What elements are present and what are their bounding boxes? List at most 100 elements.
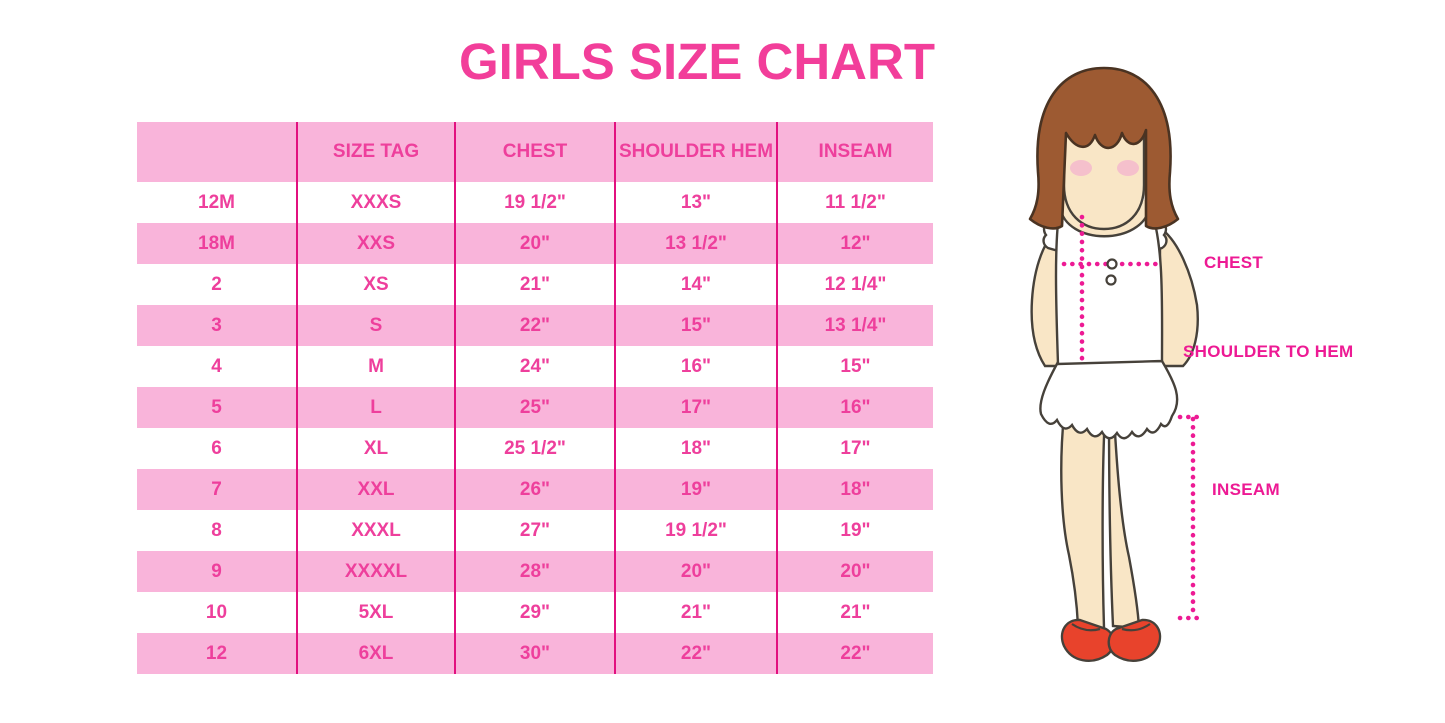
table-row: 7 XXL 26" 19" 18" <box>137 469 933 510</box>
table-cell: 7 <box>137 469 298 510</box>
table-cell: 29" <box>455 592 616 633</box>
table-cell: XXXXL <box>297 551 456 592</box>
table-cell: 19 1/2" <box>615 510 778 551</box>
table-cell: 16" <box>777 387 933 428</box>
table-row: 18M XXS 20" 13 1/2" 12" <box>137 223 933 264</box>
table-cell: XXS <box>297 223 456 264</box>
column-header: SHOULDER HEM <box>615 122 778 182</box>
table-row: 6 XL 25 1/2" 18" 17" <box>137 428 933 469</box>
girl-hair <box>1028 66 1180 230</box>
column-header <box>137 122 298 182</box>
table-row: 5 L 25" 17" 16" <box>137 387 933 428</box>
table-cell: 22" <box>455 305 616 346</box>
table-cell: 19 1/2" <box>455 182 616 223</box>
shoulder-to-hem-label: SHOULDER TO HEM <box>1183 342 1354 361</box>
table-cell: 6XL <box>297 633 456 674</box>
measurement-lines <box>1061 214 1207 621</box>
table-cell: 5XL <box>297 592 456 633</box>
table-cell: 20" <box>455 223 616 264</box>
table-cell: 17" <box>777 428 933 469</box>
table-cell: 6 <box>137 428 298 469</box>
table-cell: 11 1/2" <box>777 182 933 223</box>
girl-shoulder-ruffles <box>1042 204 1168 254</box>
table-cell: 18" <box>777 469 933 510</box>
table-cell: 20" <box>615 551 778 592</box>
chest-label: CHEST <box>1204 253 1264 272</box>
table-cell: XXL <box>297 469 456 510</box>
table-cell: 19" <box>615 469 778 510</box>
table-cell: 21" <box>455 264 616 305</box>
table-cell: 18M <box>137 223 298 264</box>
girl-illustration <box>1028 66 1207 662</box>
table-cell: 27" <box>455 510 616 551</box>
table-cell: S <box>297 305 456 346</box>
table-cell: M <box>297 346 456 387</box>
table-cell: 24" <box>455 346 616 387</box>
table-row: 2 XS 21" 14" 12 1/4" <box>137 264 933 305</box>
table-cell: 22" <box>615 633 778 674</box>
table-cell: 13 1/2" <box>615 223 778 264</box>
table-row: 10 5XL 29" 21" 21" <box>137 592 933 633</box>
table-row: 12M XXXS 19 1/2" 13" 11 1/2" <box>137 182 933 223</box>
table-cell: 15" <box>777 346 933 387</box>
girl-arms <box>1030 225 1199 368</box>
table-cell: 8 <box>137 510 298 551</box>
table-cell: 18" <box>615 428 778 469</box>
table-cell: 25" <box>455 387 616 428</box>
column-header: SIZE TAG <box>297 122 456 182</box>
table-cell: 2 <box>137 264 298 305</box>
header-row: SIZE TAG CHEST SHOULDER HEM INSEAM <box>137 122 933 182</box>
girl-skirt <box>1039 359 1179 440</box>
table-cell: 19" <box>777 510 933 551</box>
girl-shoes <box>1060 618 1162 662</box>
size-chart-table: SIZE TAG CHEST SHOULDER HEM INSEAM 12M XXXS 1… <box>137 122 933 674</box>
table-cell: 14" <box>615 264 778 305</box>
table-cell: 12" <box>777 223 933 264</box>
table-cell: 16" <box>615 346 778 387</box>
page-title: GIRLS SIZE CHART <box>458 33 935 90</box>
table-cell: 4 <box>137 346 298 387</box>
table-cell: 26" <box>455 469 616 510</box>
table-body: 12M XXXS 19 1/2" 13" 11 1/2" 18M XXS 20" 13 1/2"… <box>137 182 933 674</box>
table-cell: 13" <box>615 182 778 223</box>
table-cell: 20" <box>777 551 933 592</box>
table-row: 3 S 22" 15" 13 1/4" <box>137 305 933 346</box>
table-cell: 5 <box>137 387 298 428</box>
table-cell: 12M <box>137 182 298 223</box>
girl-bodice <box>1054 202 1164 366</box>
table-row: 12 6XL 30" 22" 22" <box>137 633 933 674</box>
table-cell: 15" <box>615 305 778 346</box>
blush-right <box>1117 160 1139 176</box>
table-row: 9 XXXXL 28" 20" 20" <box>137 551 933 592</box>
bodice-buttons <box>1105 258 1118 286</box>
table-cell: 28" <box>455 551 616 592</box>
blush-left <box>1070 160 1092 176</box>
table-cell: 3 <box>137 305 298 346</box>
table-cell: XXXS <box>297 182 456 223</box>
table-cell: 12 <box>137 633 298 674</box>
inseam-label: INSEAM <box>1212 480 1280 499</box>
table-cell: L <box>297 387 456 428</box>
table-cell: 30" <box>455 633 616 674</box>
table-cell: 13 1/4" <box>777 305 933 346</box>
table-cell: XL <box>297 428 456 469</box>
column-header: CHEST <box>455 122 616 182</box>
girl-neck <box>1058 200 1150 250</box>
table-cell: 22" <box>777 633 933 674</box>
table-cell: 12 1/4" <box>777 264 933 305</box>
table-cell: 21" <box>777 592 933 633</box>
table-cell: XXXL <box>297 510 456 551</box>
girl-head <box>1028 66 1180 231</box>
table-cell: XS <box>297 264 456 305</box>
girl-legs <box>1060 413 1141 630</box>
table-header: SIZE TAG CHEST SHOULDER HEM INSEAM <box>137 122 933 182</box>
column-header: INSEAM <box>777 122 933 182</box>
table-cell: 25 1/2" <box>455 428 616 469</box>
table-row: 8 XXXL 27" 19 1/2" 19" <box>137 510 933 551</box>
table-cell: 21" <box>615 592 778 633</box>
table-cell: 10 <box>137 592 298 633</box>
table-cell: 17" <box>615 387 778 428</box>
table-cell: 9 <box>137 551 298 592</box>
table-row: 4 M 24" 16" 15" <box>137 346 933 387</box>
